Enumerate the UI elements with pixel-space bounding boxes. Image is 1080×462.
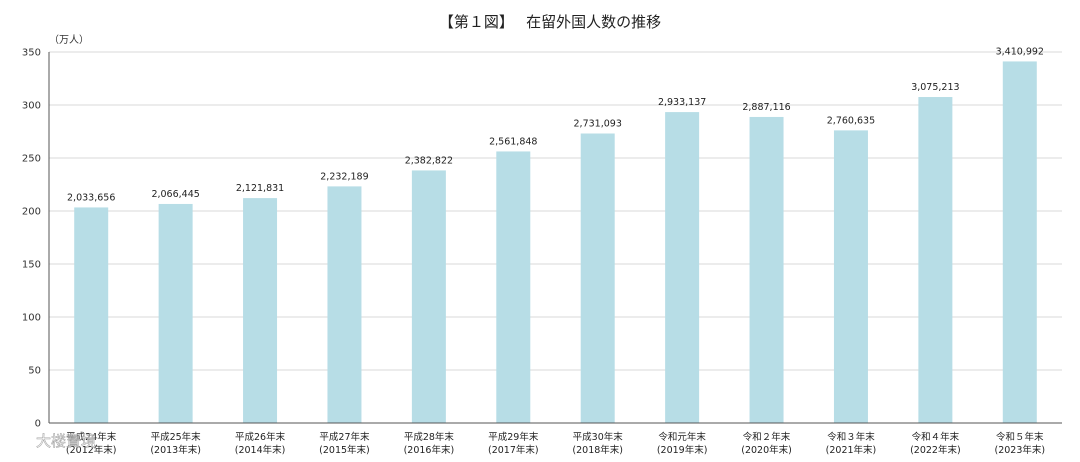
x-tick-sublabel: (2017年末): [488, 444, 539, 456]
data-label: 2,561,848: [489, 136, 537, 147]
y-axis-unit-label: （万人）: [49, 34, 89, 46]
x-tick-sublabel: (2020年末): [741, 444, 792, 456]
y-tick-label: 350: [22, 48, 41, 59]
data-label: 3,410,992: [996, 46, 1044, 57]
x-tick-sublabel: (2012年末): [66, 444, 117, 456]
y-tick-label: 50: [28, 366, 41, 377]
bars: [74, 61, 1037, 424]
data-labels: 2,033,656 2,066,445 2,121,831 2,232,189 2,38…: [67, 46, 1044, 203]
x-tick-label: 平成24年末: [66, 431, 117, 443]
x-tick-label: 令和５年末: [996, 431, 1044, 443]
bar: [74, 207, 109, 423]
y-axis-ticks: 0 50 100 150 200 250 300 350: [22, 48, 41, 430]
x-tick-sublabel: (2014年末): [235, 444, 286, 456]
x-tick-sublabel: (2015年末): [319, 444, 370, 456]
y-tick-label: 0: [35, 419, 41, 430]
x-tick-sublabel: (2022年末): [910, 444, 961, 456]
bar: [327, 186, 362, 423]
x-tick-sublabel: (2021年末): [826, 444, 877, 456]
data-label: 2,033,656: [67, 192, 115, 203]
bar: [243, 198, 278, 423]
data-label: 2,887,116: [742, 102, 790, 113]
gridlines: [49, 51, 1062, 371]
x-tick-label: 平成29年末: [488, 431, 539, 443]
bar: [665, 112, 700, 424]
watermark: 大楼寶境: [36, 432, 96, 450]
y-tick-label: 200: [22, 207, 41, 218]
x-tick-label: 令和３年末: [827, 431, 875, 443]
x-tick-label: 平成26年末: [235, 431, 286, 443]
bar: [496, 151, 531, 424]
data-label: 2,121,831: [236, 183, 284, 194]
x-tick-label: 令和４年末: [912, 431, 960, 443]
x-tick-label: 令和２年末: [743, 431, 791, 443]
chart-title: 【第１図】 在留外国人数の推移: [439, 13, 661, 31]
x-tick-label: 平成25年末: [151, 431, 202, 443]
bar: [1002, 61, 1037, 424]
bar: [158, 203, 193, 423]
x-tick-label: 令和元年末: [658, 431, 706, 443]
x-tick-sublabel: (2019年末): [657, 444, 708, 456]
x-tick-sublabel: (2013年末): [150, 444, 201, 456]
x-tick-label: 平成28年末: [404, 431, 455, 443]
y-tick-label: 300: [22, 101, 41, 112]
data-label: 2,066,445: [151, 189, 199, 200]
bar: [580, 133, 615, 423]
bar: [833, 130, 868, 424]
data-label: 3,075,213: [911, 82, 959, 93]
data-label: 2,933,137: [658, 97, 706, 108]
x-tick-sublabel: (2023年末): [994, 444, 1045, 456]
bar: [411, 170, 446, 423]
y-tick-label: 150: [22, 260, 41, 271]
x-tick-sublabel: (2016年末): [404, 444, 455, 456]
data-label: 2,731,093: [574, 119, 622, 130]
data-label: 2,382,822: [405, 155, 453, 166]
bar: [749, 116, 784, 424]
data-label: 2,760,635: [827, 115, 875, 126]
data-label: 2,232,189: [320, 171, 368, 182]
x-tick-label: 平成30年末: [573, 431, 624, 443]
x-tick-label: 平成27年末: [319, 431, 370, 443]
x-tick-sublabel: (2018年末): [572, 444, 623, 456]
x-axis-ticks: 平成24年末(2012年末) 平成25年末(2013年末) 平成26年末(2014年…: [66, 431, 1045, 456]
bar: [918, 97, 953, 424]
y-tick-label: 100: [22, 313, 41, 324]
y-tick-label: 250: [22, 154, 41, 165]
